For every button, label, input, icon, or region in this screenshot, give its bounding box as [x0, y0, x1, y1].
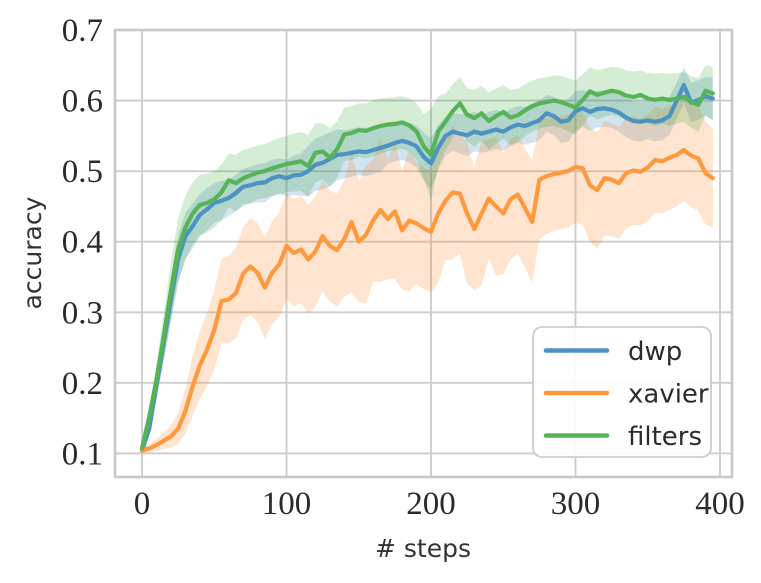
legend-label-xavier: xavier	[628, 380, 709, 410]
y-tick-label-0.1: 0.1	[62, 436, 103, 472]
series-line-filters	[139, 88, 715, 451]
y-tick-label-0.2: 0.2	[62, 366, 103, 402]
x-tick-label-300: 300	[551, 486, 601, 522]
y-tick-label-0.4: 0.4	[62, 225, 103, 261]
x-axis-label: # steps	[375, 534, 471, 563]
series-line-dwp	[139, 82, 715, 453]
series-band-filters	[142, 65, 713, 452]
y-tick-label-0.3: 0.3	[62, 295, 103, 331]
plot-frame	[113, 28, 734, 479]
y-axis-label: accuracy	[18, 196, 47, 309]
series-lines	[139, 82, 715, 453]
series-band-xavier	[142, 99, 713, 455]
y-tick-label-0.6: 0.6	[62, 84, 103, 120]
x-tick-label-400: 400	[695, 486, 745, 522]
legend-label-dwp: dwp	[628, 337, 682, 367]
y-tick-label-0.5: 0.5	[62, 154, 103, 190]
x-tick-label-200: 200	[406, 486, 456, 522]
legend-label-filters: filters	[628, 422, 702, 452]
legend: dwp xavier filters	[532, 326, 712, 458]
x-tick-label-100: 100	[262, 486, 312, 522]
y-tick-label-0.7: 0.7	[62, 13, 103, 49]
x-tick-label-0: 0	[134, 486, 151, 522]
x-axis-tick-labels: 0 100 200 300 400	[134, 486, 745, 522]
series-line-xavier	[139, 147, 715, 453]
y-axis-tick-labels: 0.1 0.2 0.3 0.4 0.5 0.6 0.7	[62, 13, 103, 472]
legend-box	[532, 326, 712, 458]
